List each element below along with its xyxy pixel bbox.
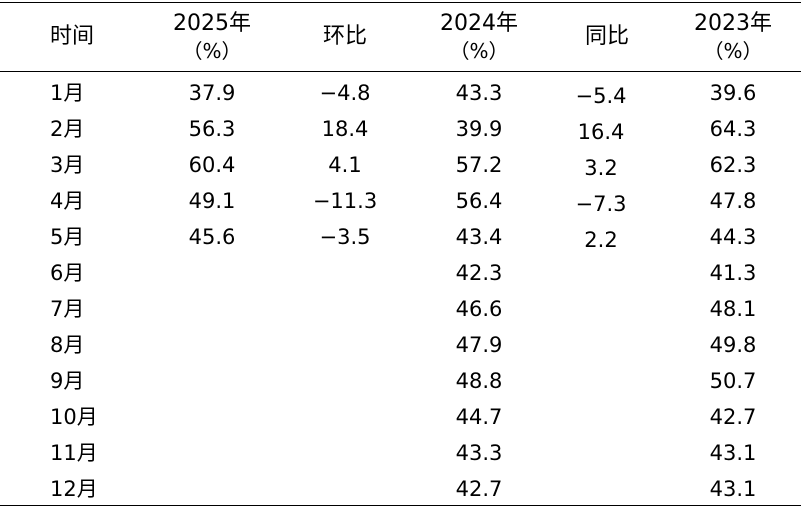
table-top-rule	[0, 2, 801, 3]
header-mom: 环比	[323, 6, 367, 68]
cell-2024: 43.3	[455, 441, 503, 465]
cell-month: 12月	[50, 477, 98, 501]
cell-month: 3月	[50, 153, 85, 177]
cell-2023: 48.1	[709, 297, 757, 321]
cell-month: 9月	[50, 369, 85, 393]
header-title: 2024年	[440, 11, 518, 36]
cell-month: 2月	[50, 117, 85, 141]
cell-2025: 45.6	[188, 225, 236, 249]
cell-mom: −11.3	[312, 189, 378, 213]
cell-2024: 57.2	[455, 153, 503, 177]
cell-yoy: −5.4	[575, 84, 627, 108]
header-title: 时间	[49, 24, 95, 49]
cell-2025: 49.1	[188, 189, 236, 213]
cell-month: 11月	[50, 441, 98, 465]
header-title: 2025年	[173, 11, 251, 36]
cell-2023: 39.6	[709, 81, 757, 105]
cell-2023: 42.7	[709, 405, 757, 429]
header-title: 2023年	[694, 11, 772, 36]
header-yoy: 同比	[585, 6, 629, 68]
cell-2023: 50.7	[709, 369, 757, 393]
cell-month: 7月	[50, 297, 85, 321]
cell-mom: −3.5	[319, 225, 371, 249]
cell-month: 1月	[50, 81, 85, 105]
header-2023: 2023年 （%）	[694, 6, 772, 68]
cell-yoy: 2.2	[584, 228, 618, 252]
cell-yoy: −7.3	[575, 192, 627, 216]
cell-month: 8月	[50, 333, 85, 357]
header-unit: （%）	[703, 39, 763, 63]
cell-2024: 43.3	[455, 81, 503, 105]
cell-2024: 44.7	[455, 405, 503, 429]
cell-2024: 56.4	[455, 189, 503, 213]
cell-2023: 47.8	[709, 189, 757, 213]
header-unit: （%）	[449, 39, 509, 63]
cell-2023: 43.1	[709, 477, 757, 501]
cell-2023: 43.1	[709, 441, 757, 465]
cell-mom: −4.8	[319, 81, 371, 105]
cell-2023: 41.3	[709, 261, 757, 285]
cell-month: 5月	[50, 225, 85, 249]
header-title: 同比	[584, 24, 630, 49]
cell-2024: 47.9	[455, 333, 503, 357]
cell-month: 10月	[50, 405, 98, 429]
cell-month: 4月	[50, 189, 85, 213]
cell-mom: 4.1	[328, 153, 362, 177]
cell-2024: 42.7	[455, 477, 503, 501]
header-unit: （%）	[182, 39, 242, 63]
cell-2023: 62.3	[709, 153, 757, 177]
table-bottom-rule	[0, 505, 801, 506]
cell-2024: 46.6	[455, 297, 503, 321]
cell-yoy: 3.2	[584, 156, 618, 180]
cell-yoy: 16.4	[577, 120, 625, 144]
cell-2023: 64.3	[709, 117, 757, 141]
cell-mom: 18.4	[321, 117, 369, 141]
header-time: 时间	[50, 6, 94, 68]
cell-2024: 39.9	[455, 117, 503, 141]
cell-2024: 42.3	[455, 261, 503, 285]
cell-2023: 49.8	[709, 333, 757, 357]
cell-2025: 56.3	[188, 117, 236, 141]
header-2024: 2024年 （%）	[440, 6, 518, 68]
table-header-rule	[0, 71, 801, 72]
cell-2024: 48.8	[455, 369, 503, 393]
header-title: 环比	[322, 24, 368, 49]
cell-2025: 37.9	[188, 81, 236, 105]
cell-month: 6月	[50, 261, 85, 285]
cell-2023: 44.3	[709, 225, 757, 249]
cell-2024: 43.4	[455, 225, 503, 249]
cell-2025: 60.4	[188, 153, 236, 177]
header-2025: 2025年 （%）	[173, 6, 251, 68]
